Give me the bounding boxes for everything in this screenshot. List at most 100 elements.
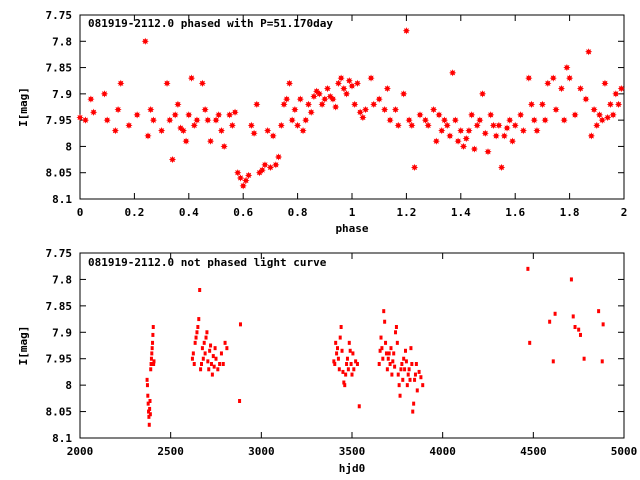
data-point bbox=[196, 325, 200, 329]
data-point bbox=[215, 111, 223, 119]
data-point bbox=[182, 137, 190, 145]
data-point bbox=[213, 346, 217, 351]
data-point bbox=[266, 163, 274, 172]
data-point bbox=[598, 116, 606, 124]
data-point bbox=[389, 346, 393, 351]
data-point bbox=[209, 343, 213, 348]
data-point bbox=[415, 388, 419, 393]
y-tick-label: 8 bbox=[65, 379, 72, 392]
data-point bbox=[519, 127, 527, 135]
data-point bbox=[149, 116, 158, 124]
data-point bbox=[345, 356, 349, 361]
data-point bbox=[148, 412, 152, 417]
x-tick-label: 1.6 bbox=[505, 206, 525, 219]
data-point bbox=[206, 137, 215, 145]
data-point bbox=[355, 362, 359, 366]
data-point bbox=[158, 127, 166, 135]
data-point bbox=[231, 108, 239, 116]
y-tick-label: 8.1 bbox=[52, 432, 72, 445]
data-point bbox=[438, 127, 446, 135]
data-point bbox=[207, 367, 211, 372]
data-point bbox=[432, 137, 440, 145]
data-point bbox=[219, 351, 223, 356]
data-point bbox=[353, 79, 362, 87]
data-point bbox=[191, 351, 195, 356]
data-point bbox=[245, 171, 253, 179]
data-point bbox=[395, 340, 399, 345]
data-point bbox=[285, 79, 294, 87]
data-point bbox=[424, 121, 432, 129]
data-point bbox=[218, 362, 222, 366]
data-point bbox=[381, 106, 389, 114]
data-point bbox=[407, 367, 411, 372]
data-point bbox=[318, 100, 326, 108]
data-point bbox=[370, 100, 378, 108]
data-point bbox=[238, 399, 242, 403]
data-point bbox=[269, 132, 277, 140]
data-point bbox=[606, 100, 614, 108]
data-point bbox=[347, 340, 351, 345]
data-point bbox=[197, 317, 201, 322]
plot-title: 081919-2112.0 not phased light curve bbox=[88, 256, 327, 269]
data-point bbox=[179, 127, 187, 135]
data-point bbox=[473, 121, 481, 129]
data-point bbox=[492, 132, 500, 140]
data-point bbox=[323, 85, 332, 93]
data-point bbox=[288, 116, 296, 124]
data-points bbox=[145, 266, 605, 427]
data-point bbox=[449, 69, 457, 77]
data-point bbox=[566, 74, 574, 82]
data-point bbox=[348, 82, 356, 90]
data-point bbox=[410, 362, 414, 366]
data-point bbox=[577, 327, 581, 332]
data-point bbox=[329, 95, 337, 103]
data-point bbox=[141, 37, 149, 45]
data-point bbox=[380, 346, 384, 351]
data-point bbox=[253, 100, 261, 108]
data-point bbox=[383, 319, 387, 324]
data-point bbox=[148, 406, 152, 411]
data-point bbox=[500, 132, 508, 140]
data-point bbox=[375, 95, 383, 103]
x-tick-label: 4000 bbox=[429, 445, 456, 458]
data-point bbox=[402, 356, 406, 361]
data-point bbox=[367, 74, 375, 82]
x-tick-label: 5000 bbox=[611, 445, 638, 458]
data-point bbox=[206, 359, 210, 364]
data-point bbox=[533, 127, 541, 135]
x-tick-label: 4500 bbox=[520, 445, 547, 458]
data-point bbox=[147, 409, 151, 414]
data-point bbox=[304, 100, 313, 108]
data-point bbox=[593, 121, 601, 129]
data-point bbox=[388, 362, 392, 366]
data-point bbox=[147, 414, 151, 419]
data-point bbox=[163, 79, 171, 87]
data-point bbox=[250, 129, 258, 137]
data-point bbox=[321, 95, 329, 103]
data-point bbox=[527, 100, 536, 108]
data-point bbox=[264, 127, 272, 135]
data-point bbox=[400, 90, 408, 98]
data-point bbox=[400, 362, 404, 366]
data-point bbox=[149, 356, 153, 361]
data-point bbox=[383, 85, 391, 93]
data-point bbox=[612, 90, 620, 98]
data-point bbox=[193, 340, 197, 345]
data-point bbox=[601, 322, 605, 327]
data-point bbox=[351, 351, 355, 356]
data-point bbox=[166, 116, 174, 124]
data-point bbox=[203, 351, 207, 356]
data-point bbox=[204, 335, 208, 340]
data-points bbox=[76, 27, 625, 190]
data-point bbox=[100, 90, 109, 98]
data-point bbox=[406, 372, 410, 377]
data-point bbox=[359, 113, 367, 122]
y-tick-label: 7.8 bbox=[52, 35, 72, 48]
data-point bbox=[403, 367, 407, 372]
data-point bbox=[590, 106, 598, 114]
data-point bbox=[202, 340, 206, 345]
data-point bbox=[381, 356, 385, 361]
data-point bbox=[470, 145, 478, 153]
